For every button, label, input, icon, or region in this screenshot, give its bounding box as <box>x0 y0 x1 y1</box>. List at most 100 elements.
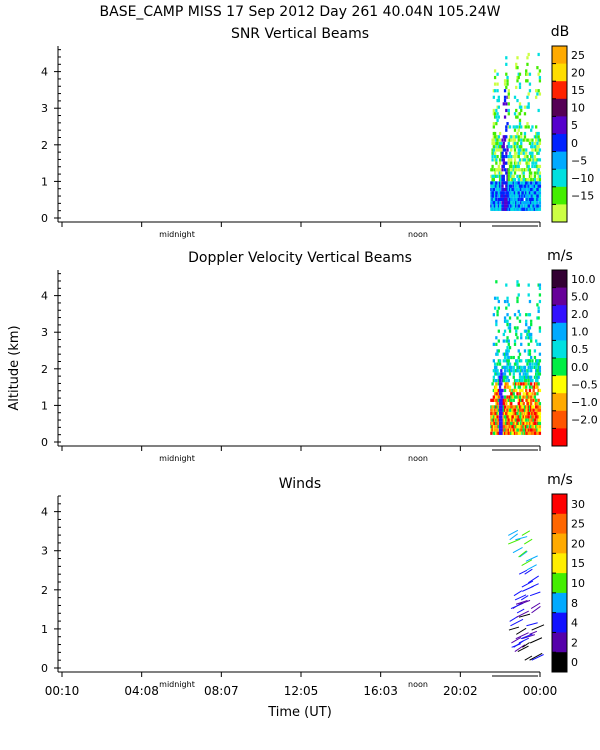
data-cell <box>498 191 502 195</box>
data-cell <box>493 207 497 211</box>
data-cell <box>512 418 515 422</box>
data-cell <box>503 329 507 333</box>
data-cell <box>527 382 530 386</box>
data-cell <box>520 184 523 188</box>
data-cell <box>523 411 527 416</box>
data-cell <box>502 174 505 178</box>
data-cell <box>512 194 515 198</box>
data-cell <box>510 181 513 185</box>
data-cell <box>518 72 522 76</box>
data-cell <box>525 378 528 383</box>
data-cell <box>516 56 519 60</box>
data-cell <box>506 194 509 198</box>
data-cell <box>496 168 499 172</box>
data-cell <box>495 319 498 323</box>
data-cell <box>515 378 518 383</box>
data-cell <box>516 395 519 399</box>
data-cell <box>533 141 537 146</box>
data-cell <box>493 425 497 429</box>
data-cell <box>505 418 508 422</box>
data-cell <box>501 207 504 211</box>
data-cell <box>490 187 493 192</box>
data-cell <box>523 158 527 162</box>
data-cell <box>520 388 523 393</box>
data-cell <box>495 392 498 396</box>
data-cell <box>510 194 513 198</box>
data-cell <box>528 408 532 412</box>
data-cell <box>503 98 507 103</box>
data-cell <box>497 197 500 201</box>
data-cell <box>498 131 502 136</box>
colorbar-segment <box>552 287 567 306</box>
data-cell <box>535 197 538 201</box>
data-cell <box>522 201 525 205</box>
data-cell <box>492 342 495 346</box>
data-cell <box>520 105 523 109</box>
data-cell <box>502 141 505 146</box>
data-cell <box>492 178 495 182</box>
data-cell <box>537 362 540 366</box>
data-cell <box>491 405 494 409</box>
data-cell <box>506 187 509 192</box>
data-cell <box>507 385 510 389</box>
data-cell <box>508 425 512 429</box>
data-cell <box>498 138 502 142</box>
data-cell <box>496 112 499 116</box>
data-cell <box>498 388 502 393</box>
data-cell <box>501 378 504 383</box>
data-cell <box>497 425 500 429</box>
data-cell <box>516 425 519 429</box>
data-cell <box>535 408 538 412</box>
data-cell <box>538 365 542 370</box>
colorbar-segment <box>552 98 567 117</box>
data-cell <box>492 375 495 379</box>
data-cell <box>525 184 528 188</box>
data-cell <box>533 164 537 169</box>
data-cell <box>508 398 512 402</box>
data-cell <box>495 408 498 412</box>
data-cell <box>530 197 533 201</box>
colorbar-label: 0.5 <box>571 343 589 356</box>
data-cell <box>522 178 525 182</box>
data-cell <box>523 405 527 409</box>
data-cell <box>517 405 520 409</box>
data-cell <box>525 388 528 393</box>
data-cell <box>495 122 498 126</box>
data-cell <box>503 398 507 402</box>
data-cell <box>526 375 529 379</box>
data-cell <box>518 415 522 419</box>
data-cell <box>503 385 507 389</box>
data-cell <box>530 322 533 327</box>
data-cell <box>520 359 523 363</box>
data-cell <box>495 372 498 376</box>
data-cell <box>523 201 527 205</box>
data-cell <box>517 164 520 169</box>
data-cell <box>496 154 499 159</box>
data-cell <box>505 204 508 208</box>
data-cell <box>513 339 517 343</box>
data-cell <box>511 425 514 429</box>
data-cell <box>513 378 517 383</box>
data-cell <box>537 204 540 208</box>
colorbar-segment <box>552 81 567 100</box>
data-cell <box>507 197 510 201</box>
data-cell <box>522 431 525 435</box>
data-cell <box>518 122 522 126</box>
data-cell <box>495 135 498 139</box>
data-cell <box>506 181 509 185</box>
data-cell <box>517 191 520 195</box>
data-cell <box>510 207 513 211</box>
data-cell <box>503 388 507 393</box>
data-cell <box>502 161 505 165</box>
data-cell <box>510 174 513 178</box>
data-cell <box>536 187 539 192</box>
data-cell <box>502 378 505 383</box>
data-cell <box>525 359 528 363</box>
data-cell <box>537 405 540 409</box>
data-cell <box>501 418 504 422</box>
x-axis-label: Time (UT) <box>267 705 332 720</box>
data-cell <box>502 421 505 425</box>
data-cell <box>491 151 494 155</box>
data-cell <box>528 405 532 409</box>
data-cell <box>538 293 542 297</box>
